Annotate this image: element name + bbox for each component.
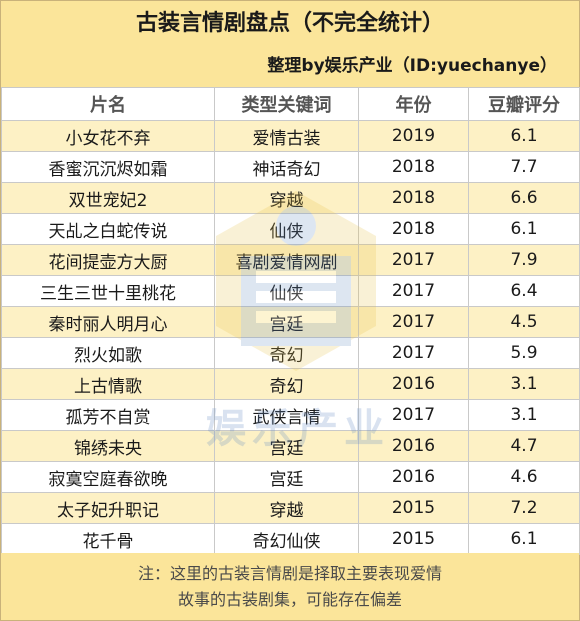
drama-table: 片名 类型关键词 年份 豆瓣评分 小女花不弃 爱情古装 2019 6.1 香蜜沉沉烬如霜… [1, 87, 580, 555]
cell-douban-score: 5.9 [468, 337, 580, 369]
table-row: 花间提壶方大厨 喜剧爱情网剧 2017 7.9 [1, 244, 580, 276]
cell-genre: 穿越 [214, 492, 359, 524]
table-row: 锦绣未央 宫廷 2016 4.7 [1, 430, 580, 462]
column-header-title: 片名 [1, 87, 215, 121]
cell-genre: 神话奇幻 [214, 151, 359, 183]
table-row: 烈火如歌 奇幻 2017 5.9 [1, 337, 580, 369]
table-row: 天乩之白蛇传说 仙侠 2018 6.1 [1, 213, 580, 245]
table-row: 太子妃升职记 穿越 2015 7.2 [1, 492, 580, 524]
cell-douban-score: 7.7 [468, 151, 580, 183]
column-header-genre: 类型关键词 [214, 87, 359, 121]
footnote: 注：这里的古装言情剧是择取主要表现爱情 故事的古装剧集，可能存在偏差 [1, 553, 579, 620]
cell-douban-score: 6.6 [468, 182, 580, 214]
table-row: 秦时丽人明月心 宫廷 2017 4.5 [1, 306, 580, 338]
cell-year: 2016 [358, 368, 469, 400]
footnote-line-1: 注：这里的古装言情剧是择取主要表现爱情 [137, 564, 442, 583]
cell-title: 上古情歌 [1, 368, 215, 400]
cell-title: 双世宠妃2 [1, 182, 215, 214]
page-subtitle: 整理by娱乐产业（ID:yuechanye） [267, 56, 557, 76]
table-row: 小女花不弃 爱情古装 2019 6.1 [1, 120, 580, 152]
cell-genre: 宫廷 [214, 306, 359, 338]
cell-title: 烈火如歌 [1, 337, 215, 369]
cell-year: 2017 [358, 399, 469, 431]
cell-genre: 奇幻 [214, 368, 359, 400]
cell-title: 天乩之白蛇传说 [1, 213, 215, 245]
cell-genre: 奇幻仙侠 [214, 523, 359, 555]
table-row: 双世宠妃2 穿越 2018 6.6 [1, 182, 580, 214]
page-title: 古装言情剧盘点（不完全统计） [135, 11, 444, 36]
cell-genre: 武侠言情 [214, 399, 359, 431]
table-row: 寂寞空庭春欲晚 宫廷 2016 4.6 [1, 461, 580, 493]
table-body: 小女花不弃 爱情古装 2019 6.1 香蜜沉沉烬如霜 神话奇幻 2018 7.7 双世宠妃2 穿… [1, 120, 580, 555]
cell-title: 太子妃升职记 [1, 492, 215, 524]
cell-title: 三生三世十里桃花 [1, 275, 215, 307]
cell-year: 2015 [358, 523, 469, 555]
cell-douban-score: 4.5 [468, 306, 580, 338]
cell-douban-score: 6.1 [468, 213, 580, 245]
cell-genre: 喜剧爱情网剧 [214, 244, 359, 276]
table-header-row: 片名 类型关键词 年份 豆瓣评分 [1, 87, 580, 121]
title-bar: 古装言情剧盘点（不完全统计） 整理by娱乐产业（ID:yuechanye） [1, 1, 579, 87]
cell-year: 2017 [358, 337, 469, 369]
cell-title: 花千骨 [1, 523, 215, 555]
cell-douban-score: 7.9 [468, 244, 580, 276]
cell-year: 2016 [358, 461, 469, 493]
cell-genre: 奇幻 [214, 337, 359, 369]
cell-title: 秦时丽人明月心 [1, 306, 215, 338]
cell-title: 孤芳不自赏 [1, 399, 215, 431]
cell-douban-score: 3.1 [468, 399, 580, 431]
cell-genre: 宫廷 [214, 430, 359, 462]
table-row: 花千骨 奇幻仙侠 2015 6.1 [1, 523, 580, 555]
cell-douban-score: 6.4 [468, 275, 580, 307]
cell-douban-score: 3.1 [468, 368, 580, 400]
cell-title: 花间提壶方大厨 [1, 244, 215, 276]
cell-year: 2018 [358, 182, 469, 214]
cell-year: 2019 [358, 120, 469, 152]
cell-title: 香蜜沉沉烬如霜 [1, 151, 215, 183]
cell-douban-score: 4.7 [468, 430, 580, 462]
cell-title: 锦绣未央 [1, 430, 215, 462]
cell-douban-score: 7.2 [468, 492, 580, 524]
cell-title: 寂寞空庭春欲晚 [1, 461, 215, 493]
cell-year: 2018 [358, 213, 469, 245]
cell-year: 2017 [358, 275, 469, 307]
column-header-year: 年份 [358, 87, 469, 121]
footnote-line-2: 故事的古装剧集，可能存在偏差 [177, 590, 402, 609]
table-row: 孤芳不自赏 武侠言情 2017 3.1 [1, 399, 580, 431]
cell-douban-score: 4.6 [468, 461, 580, 493]
cell-genre: 穿越 [214, 182, 359, 214]
cell-douban-score: 6.1 [468, 120, 580, 152]
cell-year: 2018 [358, 151, 469, 183]
cell-year: 2015 [358, 492, 469, 524]
cell-genre: 宫廷 [214, 461, 359, 493]
table-row: 三生三世十里桃花 仙侠 2017 6.4 [1, 275, 580, 307]
cell-year: 2017 [358, 244, 469, 276]
column-header-douban: 豆瓣评分 [468, 87, 580, 121]
cell-douban-score: 6.1 [468, 523, 580, 555]
cell-year: 2017 [358, 306, 469, 338]
cell-title: 小女花不弃 [1, 120, 215, 152]
cell-genre: 仙侠 [214, 275, 359, 307]
cell-year: 2016 [358, 430, 469, 462]
cell-genre: 爱情古装 [214, 120, 359, 152]
table-row: 上古情歌 奇幻 2016 3.1 [1, 368, 580, 400]
table-row: 香蜜沉沉烬如霜 神话奇幻 2018 7.7 [1, 151, 580, 183]
cell-genre: 仙侠 [214, 213, 359, 245]
